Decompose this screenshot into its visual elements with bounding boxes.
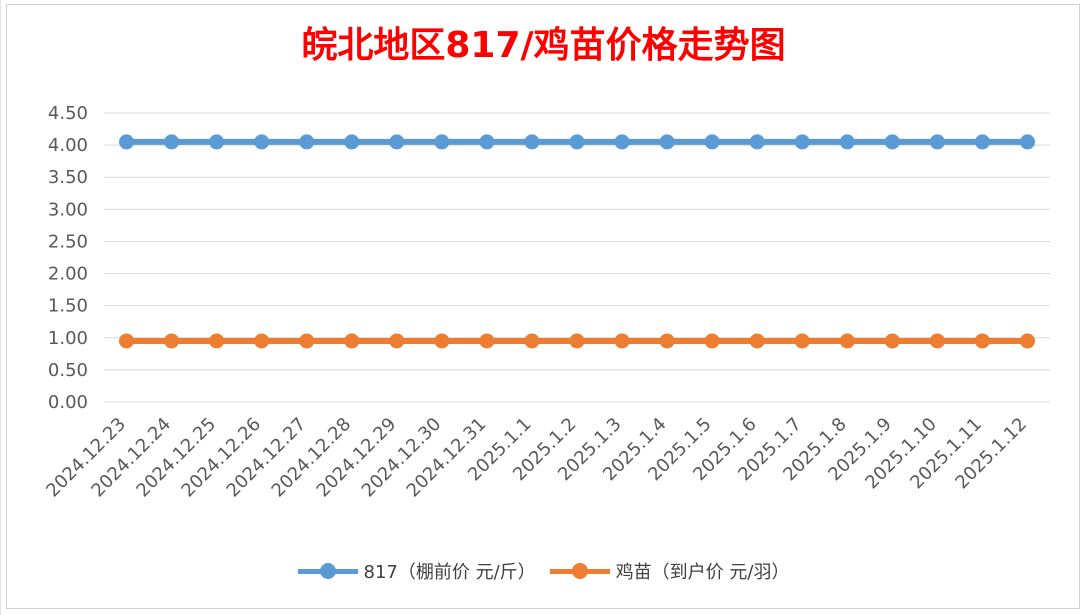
legend-marker-chick	[571, 563, 588, 579]
data-point[interactable]	[929, 333, 945, 349]
legend-label-chick: 鸡苗（到户价 元/羽）	[615, 562, 790, 583]
data-point[interactable]	[749, 333, 765, 349]
data-point[interactable]	[389, 134, 405, 150]
data-point[interactable]	[659, 333, 675, 349]
data-point[interactable]	[569, 333, 585, 349]
data-point[interactable]	[344, 333, 360, 349]
data-point[interactable]	[839, 134, 855, 150]
legend-item-817[interactable]: 817（棚前价 元/斤）	[297, 558, 536, 584]
data-point[interactable]	[344, 134, 360, 150]
data-point[interactable]	[164, 333, 180, 349]
series-layer	[119, 134, 1035, 349]
data-point[interactable]	[254, 333, 270, 349]
y-axis: 0.00 0.50 1.00 1.50 2.00 2.50 3.00 3.50 4.00 4.50	[48, 103, 88, 413]
data-point[interactable]	[524, 134, 540, 150]
data-point[interactable]	[839, 333, 855, 349]
data-point[interactable]	[614, 333, 630, 349]
legend-swatch-817	[297, 561, 358, 581]
data-point[interactable]	[974, 333, 990, 349]
x-axis: 2024.12.232024.12.242024.12.252024.12.26…	[42, 414, 1031, 502]
y-tick-label: 1.50	[48, 296, 88, 317]
data-point[interactable]	[209, 134, 225, 150]
legend: 817（棚前价 元/斤） 鸡苗（到户价 元/羽）	[0, 556, 1087, 586]
data-point[interactable]	[209, 333, 225, 349]
data-point[interactable]	[659, 134, 675, 150]
y-tick-label: 4.00	[48, 135, 88, 156]
chart-area[interactable]	[6, 4, 1080, 609]
data-point[interactable]	[884, 134, 900, 150]
data-point[interactable]	[1019, 333, 1035, 349]
y-tick-label: 2.00	[48, 264, 88, 285]
data-point[interactable]	[569, 134, 585, 150]
data-point[interactable]	[479, 134, 495, 150]
y-tick-label: 2.50	[48, 231, 88, 252]
data-point[interactable]	[884, 333, 900, 349]
data-point[interactable]	[614, 134, 630, 150]
data-point[interactable]	[434, 333, 450, 349]
data-point[interactable]	[164, 134, 180, 150]
data-point[interactable]	[434, 134, 450, 150]
data-point[interactable]	[479, 333, 495, 349]
data-point[interactable]	[704, 333, 720, 349]
data-point[interactable]	[254, 134, 270, 150]
y-tick-label: 3.50	[48, 167, 88, 188]
data-point[interactable]	[794, 333, 810, 349]
legend-swatch-chick	[549, 561, 610, 581]
data-point[interactable]	[389, 333, 405, 349]
data-point[interactable]	[299, 134, 315, 150]
data-point[interactable]	[749, 134, 765, 150]
data-point[interactable]	[299, 333, 315, 349]
data-point[interactable]	[1019, 134, 1035, 150]
legend-item-chick[interactable]: 鸡苗（到户价 元/羽）	[549, 558, 790, 584]
y-tick-label: 4.50	[48, 103, 88, 124]
data-point[interactable]	[524, 333, 540, 349]
y-tick-label: 1.00	[48, 328, 88, 349]
data-point[interactable]	[974, 134, 990, 150]
legend-label-817: 817（棚前价 元/斤）	[363, 562, 536, 583]
data-point[interactable]	[794, 134, 810, 150]
y-tick-label: 3.00	[48, 199, 88, 220]
data-point[interactable]	[119, 333, 135, 349]
data-point[interactable]	[704, 134, 720, 150]
y-tick-label: 0.50	[48, 360, 88, 381]
legend-marker-817	[319, 563, 336, 579]
data-point[interactable]	[929, 134, 945, 150]
y-tick-label: 0.00	[48, 392, 88, 413]
data-point[interactable]	[119, 134, 135, 150]
chart-title: 皖北地区817/鸡苗价格走势图	[301, 25, 786, 66]
gridlines	[104, 112, 1050, 403]
